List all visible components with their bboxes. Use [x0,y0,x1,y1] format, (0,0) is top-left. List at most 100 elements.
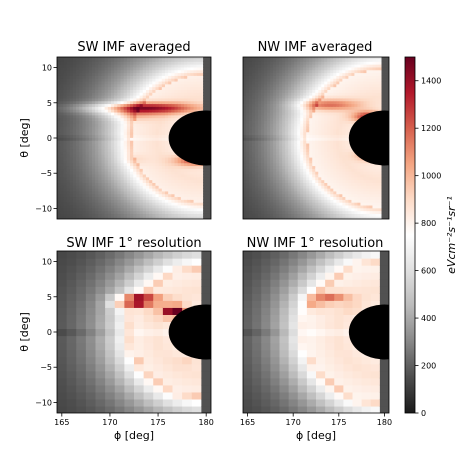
heatmap-cell [142,97,147,102]
heatmap-cell [342,137,346,141]
heatmap-cell [98,86,103,90]
heatmap-cell [95,97,99,102]
heatmap-cell [309,92,313,96]
heatmap-cell [190,216,195,219]
heatmap-cell [330,75,334,79]
heatmap-cell [249,80,253,85]
heatmap-cell [177,92,182,96]
heatmap-cell [255,173,259,178]
heatmap-cell [246,159,250,164]
heatmap-cell [203,190,207,195]
heatmap-cell [300,131,304,136]
heatmap-cell [91,154,96,158]
heatmap-cell [145,145,150,150]
heatmap-cell [95,159,99,164]
heatmap-cell [282,165,286,169]
heatmap-cell [161,75,166,79]
heatmap-cell [342,131,346,136]
heatmap-cell [276,103,280,107]
heatmap-cell [261,117,265,121]
heatmap-cell [184,109,188,113]
heatmap-cell [95,157,99,161]
heatmap-cell [57,100,61,105]
heatmap-cell [209,58,211,62]
heatmap-cell [117,157,122,161]
heatmap-cell [285,196,289,200]
heatmap-cell [174,157,179,161]
heatmap-cell [111,92,115,96]
heatmap-cell [297,168,301,172]
heatmap-cell [342,128,346,133]
heatmap-cell [69,213,74,217]
heatmap-cell [57,89,61,93]
heatmap-cell [79,69,84,74]
heatmap-cell [180,162,185,167]
heatmap-cell [79,157,84,161]
heatmap-cell [258,57,262,60]
heatmap-cell [297,137,301,141]
heatmap-cell [327,168,331,172]
heatmap-cell [303,57,307,60]
heatmap-cell [152,202,157,206]
heatmap-cell [297,159,301,164]
heatmap-cell [246,69,250,74]
heatmap-cell [279,196,283,200]
heatmap-cell [258,202,262,206]
heatmap-cell [303,131,307,136]
heatmap-cell [246,173,250,178]
heatmap-cell [303,165,307,169]
heatmap-cell [149,80,153,85]
heatmap-cell [291,111,295,116]
heatmap-cell [130,157,134,161]
heatmap-cell [249,64,253,68]
heatmap-cell [98,120,103,124]
heatmap-cell [120,148,125,152]
heatmap-cell [279,216,283,219]
heatmap-cell [279,148,283,152]
heatmap-cell [120,216,125,219]
heatmap-cell [303,120,307,124]
heatmap-cell [336,137,340,141]
heatmap-cell [294,83,298,88]
heatmap-cell [351,157,356,161]
heatmap-cell [85,57,90,60]
heatmap-cell [273,210,277,214]
heatmap-cell [82,66,87,71]
heatmap-cell [249,210,253,214]
heatmap-cell [193,207,198,212]
heatmap-cell [101,123,106,127]
heatmap-cell [95,142,99,147]
heatmap-cell [85,66,90,71]
heatmap-cell [294,173,298,178]
heatmap-cell [306,89,310,93]
heatmap-cell [264,66,268,71]
heatmap-cell [270,95,274,99]
heatmap-cell [155,106,160,110]
heatmap-cell [158,106,163,110]
heatmap-cell [199,179,204,183]
heatmap-cell [152,193,157,198]
heatmap-cell [258,148,262,152]
heatmap-cell [203,165,207,169]
heatmap-cell [351,92,356,96]
heatmap-cell [82,171,87,175]
heatmap-cell [282,126,286,130]
heatmap-cell [130,111,134,116]
heatmap-cell [351,204,356,209]
heatmap-cell [91,100,96,105]
heatmap-cell [291,120,295,124]
heatmap-cell [243,61,247,65]
heatmap-cell [57,199,61,203]
heatmap-cell [261,106,265,110]
heatmap-cell [203,196,207,200]
heatmap-cell [69,193,74,198]
heatmap-cell [285,145,289,150]
heatmap-cell [255,148,259,152]
heatmap-cell [330,78,334,82]
heatmap-cell [66,199,71,203]
heatmap-cell [72,72,77,76]
heatmap-cell [342,188,346,192]
heatmap-cell [114,204,118,209]
heatmap-cell [133,145,138,150]
heatmap-cell [168,69,172,74]
